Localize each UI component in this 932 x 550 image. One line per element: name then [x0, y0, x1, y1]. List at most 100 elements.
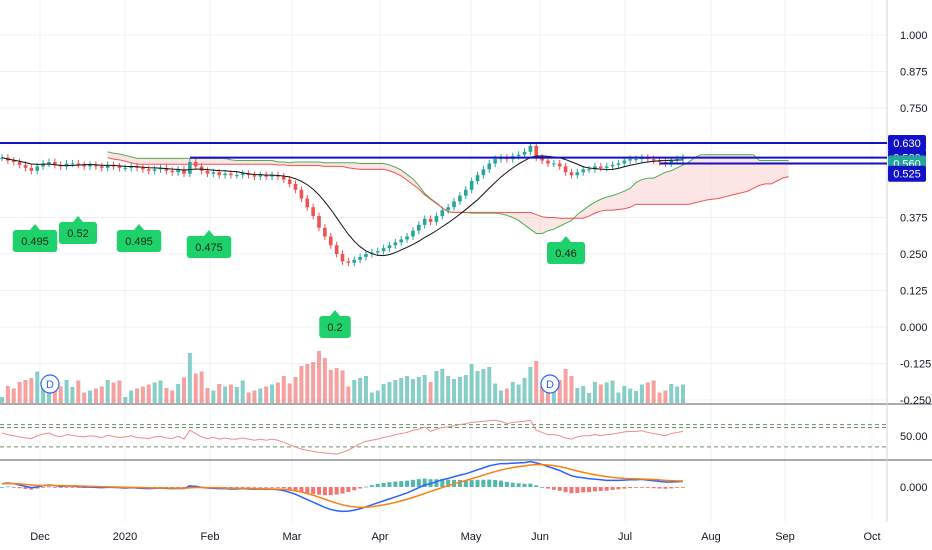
candle-body — [475, 175, 480, 181]
macd-histogram-bar — [510, 482, 515, 487]
macd-histogram-bar — [610, 487, 615, 490]
macd-histogram-bar — [287, 487, 292, 490]
date-axis: Dec 2020 Feb Mar Apr May Jun Jul Aug Sep Oct — [30, 531, 880, 543]
price-badge-label: 0.475 — [195, 242, 223, 254]
candle-body — [346, 261, 351, 263]
volume-bar — [275, 382, 280, 403]
volume-bar — [334, 368, 339, 403]
macd-histogram-bar — [405, 480, 410, 487]
volume-bar — [105, 380, 110, 403]
macd-histogram-bar — [569, 487, 574, 494]
macd-histogram-bar — [587, 487, 592, 493]
price-badge-label: 0.46 — [555, 248, 576, 260]
macd-histogram-bar — [23, 487, 28, 489]
candle-body — [557, 163, 562, 167]
macd-histogram-bar — [516, 483, 521, 487]
volume-bar — [481, 369, 486, 403]
macd-histogram-bar — [487, 479, 492, 487]
volume-bar — [281, 376, 286, 403]
volume-bar — [575, 388, 580, 403]
dividend-marker[interactable] — [540, 374, 560, 394]
macd-histogram-bar — [375, 483, 380, 487]
price-tag — [888, 165, 926, 182]
candle-body — [105, 164, 110, 168]
volume-bar — [158, 380, 163, 403]
macd-histogram-bar — [234, 487, 239, 488]
date-label: Aug — [701, 531, 721, 543]
volume-bar — [305, 364, 310, 403]
cloud-area — [107, 151, 789, 234]
volume-bar — [681, 384, 685, 403]
macd-histogram-bar — [639, 487, 644, 488]
volume-bar — [645, 382, 650, 403]
macd-histogram-bar — [545, 487, 550, 489]
volume-bar — [657, 392, 662, 403]
candle-body — [41, 163, 45, 167]
candle-body — [287, 179, 292, 184]
macd-histogram-bar — [628, 487, 633, 489]
volume-bar — [146, 384, 151, 403]
candle-body — [669, 160, 674, 164]
candle-body — [240, 173, 245, 176]
macd-histogram-bar — [522, 483, 527, 487]
volume-bar — [399, 378, 404, 403]
macd-histogram-bar — [317, 487, 322, 495]
volume-bar — [176, 384, 181, 403]
candle-body — [563, 166, 568, 173]
macd-histogram-bar — [399, 481, 404, 487]
badge-pointer — [73, 216, 83, 222]
volume-bar — [504, 388, 509, 403]
volume-bar — [270, 384, 275, 403]
candle-body — [94, 164, 98, 167]
price-tick-label: 0.250 — [900, 249, 928, 261]
dividend-marker[interactable] — [40, 374, 60, 394]
candle-body — [193, 162, 198, 167]
volume-bar — [475, 371, 480, 403]
date-label: Sep — [775, 531, 795, 543]
candle-body — [311, 207, 315, 217]
macd-histogram-bar — [581, 487, 586, 493]
macd-histogram-bar — [0, 487, 4, 488]
candle-body — [417, 224, 421, 231]
volume-bar — [240, 380, 245, 403]
price-badge — [116, 230, 162, 252]
volume-bar — [217, 384, 222, 403]
volume-bar — [82, 392, 87, 403]
candle-body — [469, 181, 474, 190]
date-label: Apr — [371, 531, 388, 543]
volume-bar — [592, 382, 597, 403]
volume-bar — [493, 383, 498, 403]
volume-bar — [528, 367, 533, 403]
macd-histogram-bar — [604, 487, 609, 491]
volume-bar — [41, 388, 46, 403]
macd-histogram-bar — [252, 487, 257, 488]
macd-histogram-bar — [369, 485, 374, 487]
macd-histogram-bar — [281, 487, 286, 489]
candle-body — [117, 166, 122, 168]
macd-histogram-bar — [246, 487, 251, 488]
volume-bar — [211, 390, 216, 403]
price-tick-label: -0.250 — [900, 395, 931, 407]
volume-bar — [628, 388, 633, 403]
candle-body — [293, 183, 298, 190]
badge-pointer — [330, 310, 340, 316]
candle-body — [281, 176, 286, 180]
candle-body — [11, 160, 16, 163]
candle-body — [411, 230, 415, 237]
price-badge — [186, 236, 232, 258]
macd-histogram-bar — [176, 487, 181, 488]
macd-histogram-bar — [311, 487, 316, 494]
candle-body — [317, 216, 321, 228]
volume-bar — [634, 391, 639, 403]
candle-body — [141, 167, 145, 170]
volume-bar — [228, 384, 233, 403]
volume-bar — [5, 386, 10, 403]
volume-bar — [598, 384, 603, 403]
candle-body — [534, 145, 539, 158]
macd-histogram-bar — [52, 487, 57, 488]
date-label: 2020 — [113, 531, 137, 543]
volume-bar — [205, 388, 210, 403]
macd-histogram-bar — [469, 480, 474, 487]
